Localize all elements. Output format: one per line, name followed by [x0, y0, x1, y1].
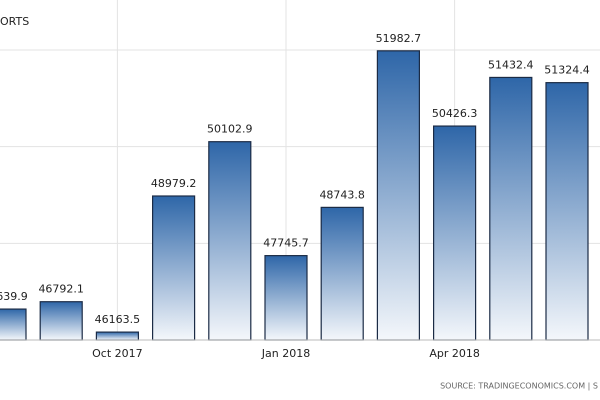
bar	[95, 331, 140, 341]
x-tick-label: Oct 2017	[92, 347, 143, 360]
bar	[545, 82, 589, 341]
value-label: 48979.2	[151, 177, 197, 190]
bar	[264, 255, 308, 341]
value-label: 51432.4	[488, 58, 534, 71]
value-label: 48743.8	[319, 188, 365, 201]
x-tick-label: Apr 2018	[429, 347, 480, 360]
bar	[320, 206, 364, 341]
value-label: 50102.9	[207, 123, 253, 136]
bar	[39, 301, 83, 341]
bar	[489, 76, 533, 341]
value-label: 46639.9	[0, 290, 28, 303]
value-label: 50426.3	[432, 107, 478, 120]
bar	[152, 195, 196, 341]
chart-title: ORTS	[0, 15, 29, 28]
source: SOURCE: TRADINGECONOMICS.COM | S	[440, 382, 598, 391]
bar	[433, 125, 477, 341]
bar	[208, 141, 252, 341]
value-label: 51324.4	[544, 64, 590, 77]
value-label: 46163.5	[95, 313, 141, 326]
x-tick-label: Jan 2018	[261, 347, 310, 360]
value-label: 46792.1	[38, 283, 84, 296]
bar	[376, 50, 420, 341]
value-label: 51982.7	[376, 32, 422, 45]
bar	[0, 308, 27, 341]
value-label: 47745.7	[263, 237, 309, 250]
